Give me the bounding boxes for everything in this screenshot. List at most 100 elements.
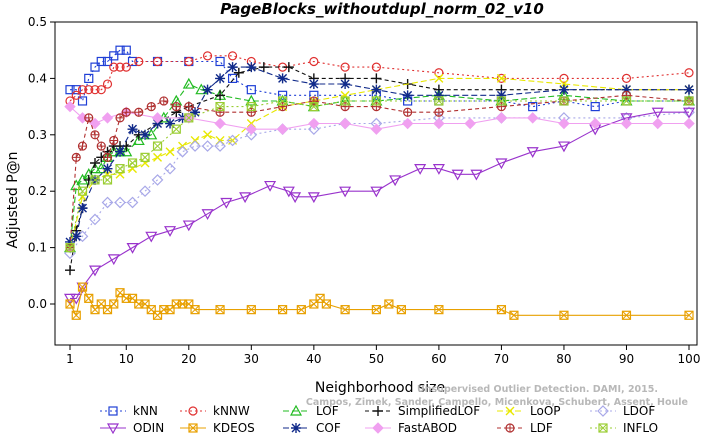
point-lof (245, 94, 258, 106)
point-ldf (371, 101, 381, 112)
point-odin (289, 192, 302, 204)
point-fastabod (589, 117, 601, 130)
point-knn (246, 85, 256, 95)
point-fastabod (558, 117, 570, 130)
legend-item-ldof: LDOF (590, 404, 655, 418)
point-ldf (621, 90, 632, 100)
x-tick-label: 50 (369, 352, 384, 366)
point-loop (153, 152, 163, 162)
point-cof (140, 129, 151, 140)
x-tick-label: 80 (556, 352, 571, 366)
point-fastabod (276, 123, 289, 135)
point-odin (239, 192, 252, 204)
point-ldf (171, 101, 181, 112)
y-tick-label: 0.5 (28, 15, 47, 29)
point-lof (70, 179, 83, 191)
point-fastabod (339, 117, 351, 130)
x-tick-label: 90 (619, 352, 634, 366)
x-tick-label: 1 (66, 352, 74, 366)
point-knn (121, 45, 131, 55)
x-axis: 1 10 20 30 40 50 60 70 80 90 100 (66, 345, 700, 366)
point-knnw (121, 62, 131, 72)
legend-item-lof: LOF (283, 404, 339, 418)
point-knn (77, 96, 88, 106)
point-odin (307, 192, 320, 204)
point-ldf (146, 101, 156, 112)
point-knn (590, 101, 600, 112)
legend-label-fastabod: FastABOD (398, 421, 457, 434)
legend-item-loop: LoOP (497, 404, 561, 418)
point-kdeos (65, 299, 75, 309)
legend-item-knn: kNN (100, 404, 158, 418)
point-ldof (126, 196, 139, 209)
point-odin (164, 226, 177, 237)
point-kdeos (340, 305, 350, 315)
point-ldof (114, 196, 126, 209)
point-ldf (134, 107, 144, 117)
series-simplifiedlof (65, 62, 694, 276)
point-fastabod (151, 112, 164, 124)
point-fastabod (495, 112, 508, 124)
point-cof (190, 107, 201, 118)
point-fastabod (683, 117, 695, 130)
point-odin (282, 186, 295, 198)
point-kdeos (509, 310, 519, 320)
point-ldf (90, 130, 100, 140)
point-inflo (277, 96, 288, 106)
x-tick-label: 10 (119, 352, 134, 366)
point-ldf (184, 101, 194, 112)
point-simplifiedlof (90, 158, 101, 168)
watermark-citation: Unsupervised Outlier Detection. DAMI, 20… (417, 384, 658, 395)
legend-marker-fastabod (372, 422, 384, 434)
x-tick-label: 60 (431, 352, 446, 366)
point-inflo (434, 96, 444, 106)
point-inflo (496, 96, 507, 106)
point-ldof (226, 134, 239, 147)
point-inflo (340, 96, 350, 106)
point-loop (434, 73, 444, 83)
point-inflo (152, 141, 163, 151)
point-kdeos (559, 310, 569, 320)
point-cof (71, 231, 82, 242)
legend-label-cof: COF (316, 421, 341, 434)
point-fastabod (464, 117, 476, 130)
legend-label-knnw: kNNW (213, 404, 250, 418)
point-odin (370, 186, 383, 198)
point-fastabod (620, 117, 633, 130)
point-kdeos (84, 293, 94, 303)
point-knn (127, 56, 138, 67)
legend-marker-loop (505, 406, 515, 416)
point-ldf (277, 101, 288, 112)
point-ldof (307, 123, 320, 136)
point-ldf (215, 107, 225, 117)
point-odin (451, 169, 464, 181)
point-cof (115, 146, 126, 157)
legend-label-kdeos: KDEOS (213, 421, 255, 434)
point-odin (339, 186, 352, 198)
point-kdeos (277, 305, 288, 315)
point-ldof (101, 196, 114, 209)
point-knn (227, 73, 238, 84)
point-ldf (77, 141, 88, 151)
point-odin (495, 158, 508, 170)
point-ldof (89, 213, 101, 226)
point-knnw (559, 73, 569, 84)
point-ldf (159, 96, 169, 106)
point-odin (88, 265, 102, 277)
point-knn (84, 73, 94, 84)
point-ldof (151, 174, 164, 186)
legend-label-ldof: LDOF (623, 404, 655, 418)
point-odin (63, 293, 77, 305)
point-odin (414, 164, 427, 175)
point-fastabod (526, 112, 539, 124)
y-tick-label: 0.1 (28, 241, 47, 255)
point-knnw (434, 68, 444, 78)
point-odin (432, 164, 445, 175)
point-ldof (176, 145, 189, 158)
legend-item-ldf: LDF (497, 421, 553, 434)
series-line-loop (69, 77, 689, 248)
point-ldf (309, 96, 319, 106)
legend-label-simplifiedlof: SimplifiedLOF (398, 404, 480, 418)
point-kdeos (621, 310, 632, 320)
point-kdeos (371, 305, 381, 315)
